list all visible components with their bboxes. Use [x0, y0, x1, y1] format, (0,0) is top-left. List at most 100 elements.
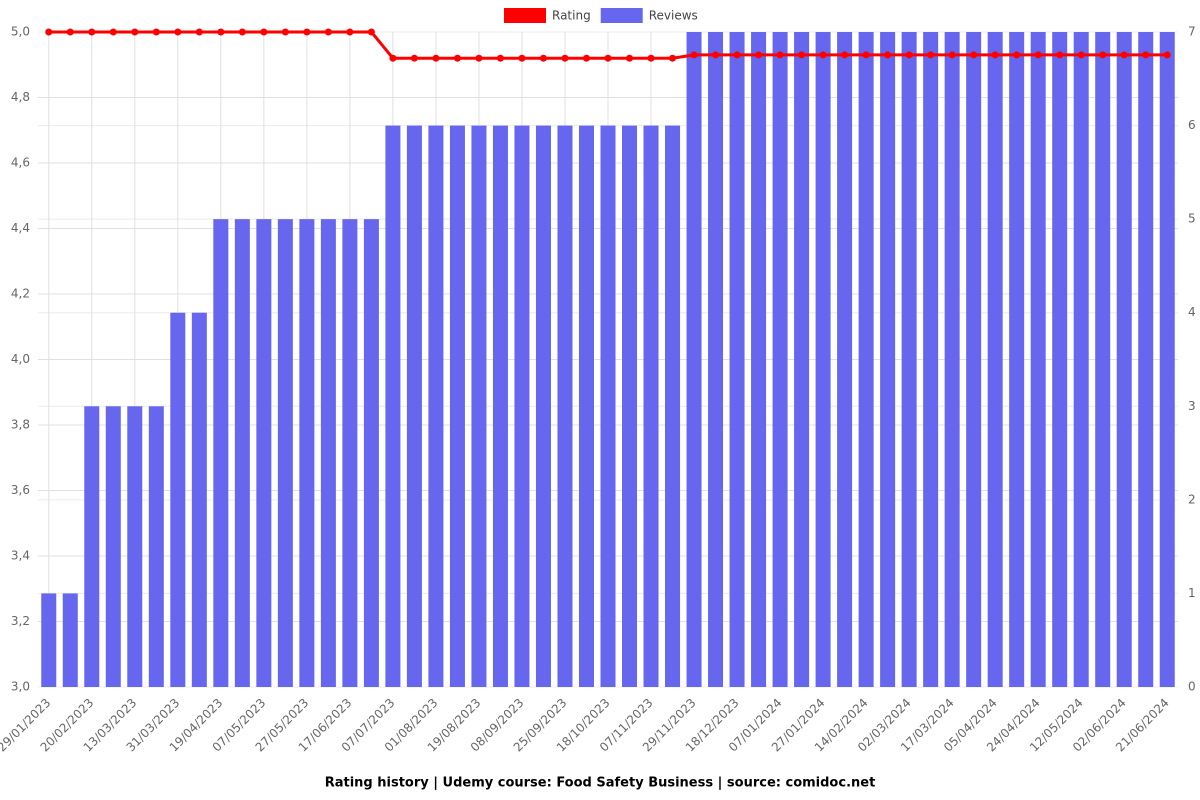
rating-point: [238, 28, 246, 36]
rating-point: [432, 54, 440, 62]
y2-tick-label: 0: [1188, 680, 1196, 694]
rating-point: [927, 51, 935, 59]
bar: [1073, 32, 1089, 687]
bar: [772, 32, 788, 687]
bar: [858, 32, 874, 687]
y2-tick-label: 1: [1188, 586, 1196, 600]
bar: [1009, 32, 1025, 687]
bar: [729, 32, 745, 687]
rating-point: [819, 51, 827, 59]
rating-point: [217, 28, 225, 36]
bar: [837, 32, 853, 687]
bar: [471, 125, 487, 688]
rating-point: [862, 51, 870, 59]
bar: [148, 406, 164, 687]
bar: [449, 125, 465, 688]
rating-point: [561, 54, 569, 62]
bar: [1159, 32, 1175, 687]
bar: [342, 219, 358, 687]
bar: [514, 125, 530, 688]
rating-point: [475, 54, 483, 62]
rating-point: [174, 28, 182, 36]
legend-swatch: [504, 8, 546, 23]
bar: [987, 32, 1003, 687]
rating-point: [905, 51, 913, 59]
rating-point: [948, 51, 956, 59]
rating-point: [991, 51, 999, 59]
rating-point: [1013, 51, 1021, 59]
bar: [213, 219, 229, 687]
rating-point: [303, 28, 311, 36]
bar: [84, 406, 100, 687]
rating-point: [712, 51, 720, 59]
bar: [1030, 32, 1046, 687]
rating-point: [260, 28, 268, 36]
rating-point: [1034, 51, 1042, 59]
bar: [256, 219, 272, 687]
rating-point: [281, 28, 289, 36]
rating-point: [582, 54, 590, 62]
y2-tick-label: 5: [1188, 212, 1196, 226]
y-tick-label: 3,2: [11, 614, 30, 628]
bar: [794, 32, 810, 687]
y-tick-label: 3,4: [11, 549, 30, 563]
bar: [62, 593, 78, 687]
rating-point: [389, 54, 397, 62]
bar: [428, 125, 444, 688]
rating-point: [798, 51, 806, 59]
bar: [535, 125, 551, 688]
rating-point: [604, 54, 612, 62]
rating-point: [88, 28, 96, 36]
rating-point: [884, 51, 892, 59]
rating-point: [195, 28, 203, 36]
y2-tick-label: 6: [1188, 118, 1196, 132]
bar: [578, 125, 594, 688]
rating-point: [367, 28, 375, 36]
bar: [923, 32, 939, 687]
y2-tick-label: 4: [1188, 305, 1196, 319]
bar: [686, 32, 702, 687]
line-layer: [45, 28, 1171, 62]
y2-tick-label: 2: [1188, 492, 1196, 506]
bar: [127, 406, 143, 687]
rating-point: [324, 28, 332, 36]
y-tick-label: 3,6: [11, 483, 30, 497]
rating-point: [131, 28, 139, 36]
rating-point: [690, 51, 698, 59]
bar: [557, 125, 573, 688]
bar: [234, 219, 250, 687]
bars: [41, 32, 1175, 688]
bar: [944, 32, 960, 687]
bar: [492, 125, 508, 688]
rating-point: [45, 28, 53, 36]
bar: [643, 125, 659, 688]
rating-point: [66, 28, 74, 36]
legend-label: Reviews: [649, 9, 698, 23]
rating-point: [109, 28, 117, 36]
y-tick-label: 4,8: [11, 90, 30, 104]
y-tick-label: 5,0: [11, 25, 30, 39]
bar: [363, 219, 379, 687]
y2-tick-label: 3: [1188, 399, 1196, 413]
bar: [299, 219, 315, 687]
bar: [1052, 32, 1068, 687]
rating-point: [1056, 51, 1064, 59]
bar: [600, 125, 616, 688]
chart-title: Rating history | Udemy course: Food Safe…: [325, 776, 876, 791]
rating-point: [1099, 51, 1107, 59]
bar: [1138, 32, 1154, 687]
y-tick-label: 3,8: [11, 418, 30, 432]
rating-point: [539, 54, 547, 62]
rating-point: [496, 54, 504, 62]
y-tick-label: 4,6: [11, 156, 30, 170]
legend-label: Rating: [552, 9, 591, 23]
bar: [1095, 32, 1111, 687]
legend-swatch: [600, 8, 643, 23]
bar: [1116, 32, 1132, 687]
bar: [751, 32, 767, 687]
y-tick-label: 4,0: [11, 352, 30, 366]
rating-point: [733, 51, 741, 59]
y-tick-label: 4,4: [11, 221, 30, 235]
bar: [406, 125, 422, 688]
